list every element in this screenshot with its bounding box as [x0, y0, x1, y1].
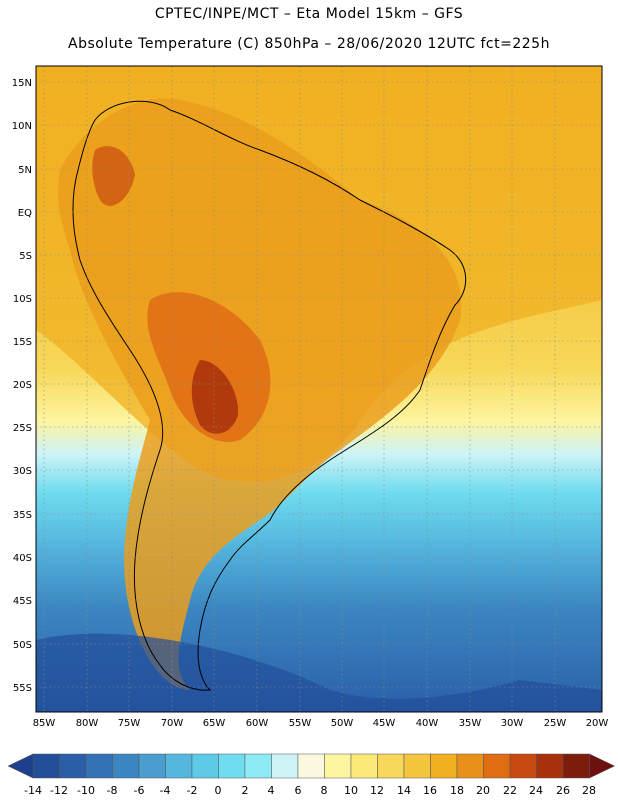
lat-label-10n: 10N [12, 121, 32, 132]
map-title-line2: Absolute Temperature (C) 850hPa – 28/06/… [68, 36, 550, 52]
colorbar-box [32, 753, 60, 779]
lon-label-35w: 35W [459, 718, 482, 729]
colorbar-label: 20 [476, 784, 490, 797]
colorbar-label: -2 [187, 784, 198, 797]
colorbar-box [138, 753, 166, 779]
colorbar-box [271, 753, 299, 779]
lat-label-25s: 25S [13, 423, 32, 434]
lon-label-45w: 45W [373, 718, 396, 729]
color-scale-bar [7, 753, 616, 779]
colorbar-box [324, 753, 352, 779]
lon-label-25w: 25W [544, 718, 567, 729]
lat-label-15n: 15N [12, 78, 32, 89]
colorbar-box [536, 753, 564, 779]
colorbar-box [297, 753, 325, 779]
colorbar-label: 2 [242, 784, 249, 797]
lat-label-50s: 50S [13, 640, 32, 651]
colorbar-box [191, 753, 219, 779]
hottest-core [191, 360, 239, 434]
lon-label-75w: 75W [118, 718, 141, 729]
lon-label-85w: 85W [33, 718, 56, 729]
lon-label-60w: 60W [246, 718, 269, 729]
lon-label-55w: 55W [289, 718, 312, 729]
colorbar-box [165, 753, 193, 779]
colorbar-label: 14 [397, 784, 411, 797]
map-title-line1: CPTEC/INPE/MCT – Eta Model 15km – GFS [154, 6, 464, 22]
colorbar-label: 26 [556, 784, 570, 797]
colorbar-label: -6 [134, 784, 145, 797]
lat-label-15s: 15S [13, 337, 32, 348]
colorbar-box [403, 753, 431, 779]
colorbar-box [509, 753, 537, 779]
colorbar-label: -12 [50, 784, 68, 797]
colorbar-min-arrow [7, 753, 34, 779]
map-frame [35, 65, 603, 713]
colorbar-label: -8 [107, 784, 118, 797]
colorbar-box [456, 753, 484, 779]
lat-label-30s: 30S [13, 466, 32, 477]
lat-label-5n: 5N [18, 165, 32, 176]
lon-label-65w: 65W [203, 718, 226, 729]
colorbar-label: -10 [77, 784, 95, 797]
lat-label-55s: 55S [13, 683, 32, 694]
lon-label-50w: 50W [331, 718, 354, 729]
colorbar-label: 22 [503, 784, 517, 797]
colorbar-box [59, 753, 87, 779]
colorbar-label: 8 [321, 784, 328, 797]
longitude-labels: 85W 80W 75W 70W 65W 60W 55W 50W 45W 40W … [33, 718, 609, 729]
colorbar-box [244, 753, 272, 779]
lon-label-70w: 70W [161, 718, 184, 729]
colorbar-label: 0 [215, 784, 222, 797]
colorbar-box [218, 753, 246, 779]
colorbar-label: 4 [268, 784, 275, 797]
coastline [72, 100, 467, 691]
lon-label-20w: 20W [586, 718, 609, 729]
colorbar-box [377, 753, 405, 779]
colorbar-label: 16 [423, 784, 437, 797]
colorbar-max-arrow [589, 753, 616, 779]
colorbar-box [483, 753, 511, 779]
south-cold [36, 633, 602, 712]
lat-label-20s: 20S [13, 380, 32, 391]
colorbar-label: 18 [450, 784, 464, 797]
colorbar-box [85, 753, 113, 779]
lon-label-80w: 80W [76, 718, 99, 729]
colorbar-label: 12 [370, 784, 384, 797]
colorbar-label: -4 [160, 784, 171, 797]
colorbar-label: 6 [295, 784, 302, 797]
colorbar-box [112, 753, 140, 779]
colorbar-box [350, 753, 378, 779]
colorbar-label: -14 [24, 784, 42, 797]
lat-label-45s: 45S [13, 596, 32, 607]
colorbar-box [430, 753, 458, 779]
lon-label-40w: 40W [416, 718, 439, 729]
lat-label-40s: 40S [13, 553, 32, 564]
lat-label-5s: 5S [19, 251, 32, 262]
latitude-labels: 15N 10N 5N EQ 5S 10S 15S 20S 25S 30S 35S… [12, 78, 32, 694]
lon-label-30w: 30W [501, 718, 524, 729]
colorbar-label: 24 [529, 784, 543, 797]
colorbar-box [562, 753, 590, 779]
colorbar-label: 10 [344, 784, 358, 797]
color-scale-labels: -14 -12 -10 -8 -6 -4 -2 0 2 4 6 8 10 12 … [24, 784, 596, 797]
andes-warm [92, 146, 135, 206]
lat-label-eq: EQ [18, 208, 32, 219]
lat-label-10s: 10S [13, 294, 32, 305]
lat-label-35s: 35S [13, 510, 32, 521]
colorbar-label: 28 [582, 784, 596, 797]
